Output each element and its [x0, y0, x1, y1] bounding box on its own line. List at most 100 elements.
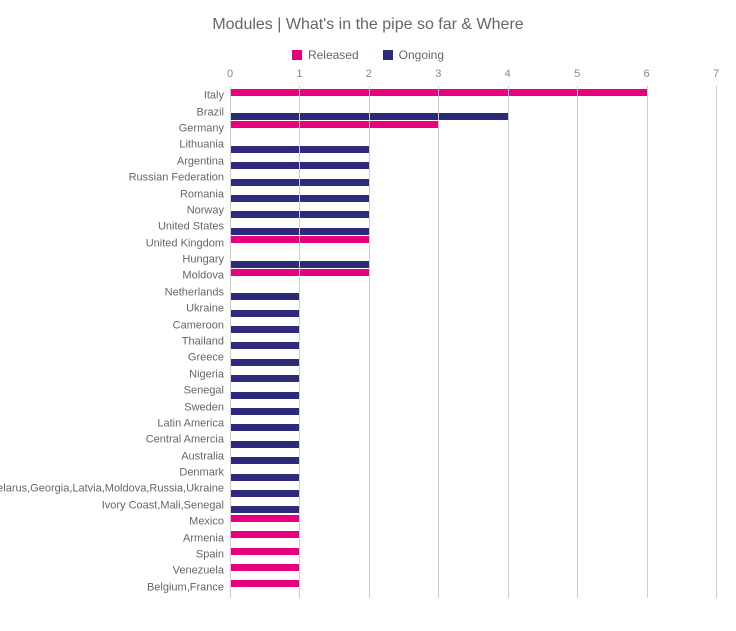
- bar-released: [230, 564, 299, 571]
- gridline: [577, 86, 578, 598]
- category-row: Ivory Coast,Mali,Senegal: [230, 498, 716, 514]
- category-label: Greece: [188, 353, 230, 364]
- category-label: Senegal: [184, 386, 230, 397]
- category-label: Brazil: [196, 107, 230, 118]
- bar-ongoing: [230, 441, 299, 448]
- category-row: Cameroon: [230, 317, 716, 333]
- x-tick-label: 5: [574, 68, 580, 80]
- bar-ongoing: [230, 310, 299, 317]
- category-row: Russian Federation: [230, 170, 716, 186]
- legend-item-released: Released: [292, 48, 359, 62]
- category-label: Argentina: [177, 156, 230, 167]
- bar-ongoing: [230, 457, 299, 464]
- x-tick-label: 1: [296, 68, 302, 80]
- category-row: Germany: [230, 121, 716, 137]
- bar-released: [230, 531, 299, 538]
- category-row: Latin America: [230, 416, 716, 432]
- rows-container: ItalyBrazilGermanyLithuaniaArgentinaRuss…: [230, 88, 716, 598]
- plot-area: ItalyBrazilGermanyLithuaniaArgentinaRuss…: [230, 68, 716, 598]
- category-label: Germany: [179, 123, 230, 134]
- bar-ongoing: [230, 392, 299, 399]
- legend-label-released: Released: [308, 48, 359, 62]
- bar-ongoing: [230, 342, 299, 349]
- x-tick-label: 3: [435, 68, 441, 80]
- bar-ongoing: [230, 326, 299, 333]
- category-row: Central Amercia: [230, 432, 716, 448]
- category-row: Italy: [230, 88, 716, 104]
- x-tick-label: 6: [644, 68, 650, 80]
- bar-ongoing: [230, 506, 299, 513]
- gridline: [230, 86, 231, 598]
- gridline: [438, 86, 439, 598]
- category-label: Norway: [187, 205, 230, 216]
- x-tick-label: 7: [713, 68, 719, 80]
- chart-title: Modules | What's in the pipe so far & Wh…: [20, 16, 716, 34]
- bar-released: [230, 548, 299, 555]
- category-label: Denmark: [179, 468, 230, 479]
- category-label: Italy: [204, 91, 230, 102]
- chart-legend: Released Ongoing: [20, 48, 716, 62]
- category-label: Belarus,Georgia,Latvia,Moldova,Russia,Uk…: [0, 484, 230, 495]
- gridline: [299, 86, 300, 598]
- legend-swatch-released: [292, 50, 302, 60]
- category-label: Thailand: [182, 336, 230, 347]
- category-row: United States: [230, 219, 716, 235]
- category-row: Ukraine: [230, 301, 716, 317]
- bar-released: [230, 515, 299, 522]
- category-label: Russian Federation: [129, 173, 230, 184]
- legend-swatch-ongoing: [383, 50, 393, 60]
- x-tick-label: 4: [505, 68, 511, 80]
- category-label: Belgium,France: [147, 582, 230, 593]
- category-row: Belarus,Georgia,Latvia,Moldova,Russia,Uk…: [230, 481, 716, 497]
- category-row: Sweden: [230, 399, 716, 415]
- category-label: Nigeria: [189, 369, 230, 380]
- bar-ongoing: [230, 293, 299, 300]
- bar-ongoing: [230, 408, 299, 415]
- category-row: Venezuela: [230, 563, 716, 579]
- category-row: Romania: [230, 186, 716, 202]
- category-label: Romania: [180, 189, 230, 200]
- category-label: Venezuela: [173, 566, 230, 577]
- category-label: Ukraine: [186, 304, 230, 315]
- category-row: Hungary: [230, 252, 716, 268]
- category-label: Latin America: [157, 418, 230, 429]
- category-row: Spain: [230, 547, 716, 563]
- category-row: Armenia: [230, 530, 716, 546]
- bar-ongoing: [230, 474, 299, 481]
- gridline: [369, 86, 370, 598]
- category-row: Thailand: [230, 334, 716, 350]
- category-row: Nigeria: [230, 367, 716, 383]
- bar-ongoing: [230, 359, 299, 366]
- category-row: Mexico: [230, 514, 716, 530]
- x-tick-label: 2: [366, 68, 372, 80]
- category-label: United States: [158, 222, 230, 233]
- category-row: Norway: [230, 203, 716, 219]
- category-row: Belgium,France: [230, 580, 716, 596]
- category-row: Greece: [230, 350, 716, 366]
- gridline: [508, 86, 509, 598]
- x-tick-label: 0: [227, 68, 233, 80]
- category-label: Lithuania: [179, 140, 230, 151]
- category-label: Sweden: [184, 402, 230, 413]
- category-label: Armenia: [183, 533, 230, 544]
- category-label: Mexico: [189, 517, 230, 528]
- bar-released: [230, 580, 299, 587]
- category-row: Denmark: [230, 465, 716, 481]
- category-label: Cameroon: [173, 320, 230, 331]
- category-row: Netherlands: [230, 285, 716, 301]
- category-row: Lithuania: [230, 137, 716, 153]
- category-label: Central Amercia: [146, 435, 230, 446]
- category-row: Australia: [230, 449, 716, 465]
- category-row: Moldova: [230, 268, 716, 284]
- category-row: United Kingdom: [230, 235, 716, 251]
- legend-label-ongoing: Ongoing: [399, 48, 444, 62]
- category-label: Moldova: [182, 271, 230, 282]
- bar-ongoing: [230, 424, 299, 431]
- gridline: [716, 86, 717, 598]
- modules-chart: Modules | What's in the pipe so far & Wh…: [0, 0, 736, 631]
- category-row: Senegal: [230, 383, 716, 399]
- bar-ongoing: [230, 490, 299, 497]
- legend-item-ongoing: Ongoing: [383, 48, 444, 62]
- gridline: [647, 86, 648, 598]
- bar-released: [230, 121, 438, 128]
